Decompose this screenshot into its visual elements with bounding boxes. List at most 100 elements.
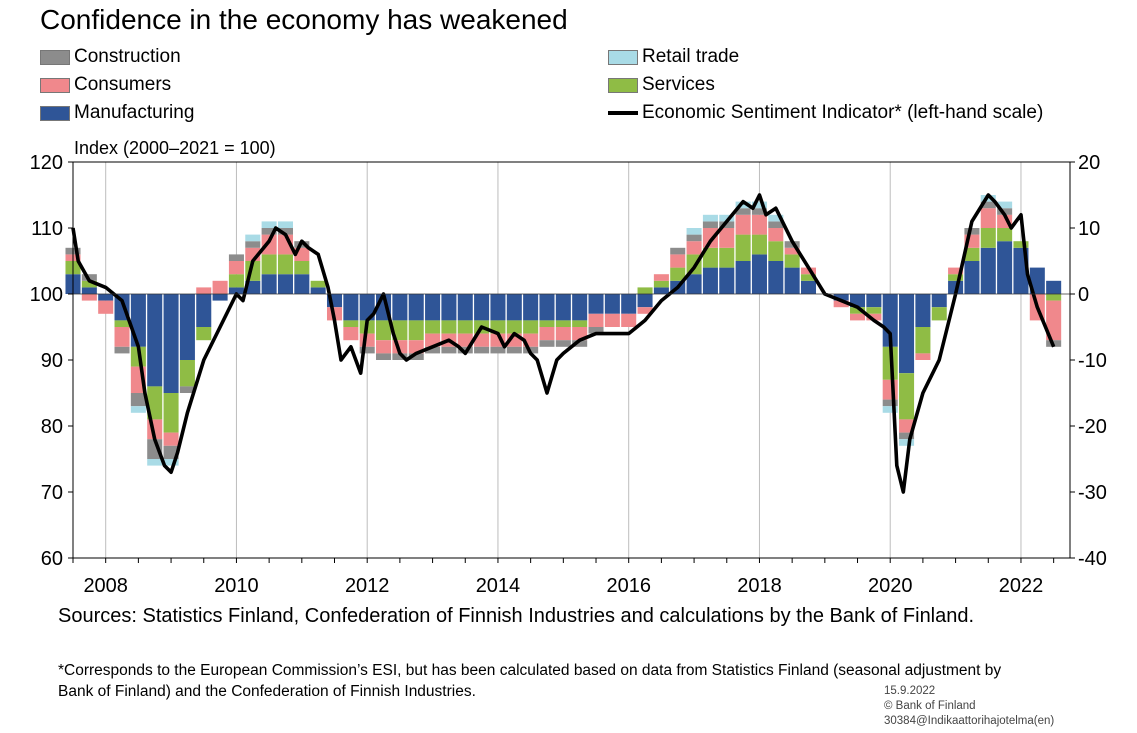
right-tick-label: -40 <box>1078 548 1107 570</box>
right-tick-label: -20 <box>1078 416 1107 438</box>
x-tick-label-2022: 2022 <box>999 575 1044 597</box>
bar-services <box>310 280 326 288</box>
bar-services <box>751 234 767 255</box>
bar-construction <box>539 340 555 347</box>
bar-services <box>1013 241 1029 248</box>
bar-manufacturing <box>130 294 146 347</box>
bar-consumers <box>343 327 359 341</box>
bar-services <box>457 320 473 334</box>
bar-manufacturing <box>343 294 359 321</box>
legend-line-esi <box>608 111 638 115</box>
bar-manufacturing <box>1046 280 1062 294</box>
bar-retail <box>686 228 702 235</box>
bar-services <box>539 320 555 327</box>
bar-consumers <box>882 379 898 400</box>
bar-manufacturing <box>392 294 408 321</box>
bar-construction <box>130 393 146 407</box>
bar-construction <box>408 353 424 360</box>
publication-stamp: 15.9.2022 © Bank of Finland 30384@Indika… <box>884 684 1054 729</box>
legend-item-services: Services <box>608 74 715 96</box>
bar-manufacturing <box>441 294 457 321</box>
bar-manufacturing <box>572 294 588 321</box>
bar-retail <box>882 406 898 413</box>
left-tick-label: 100 <box>30 284 63 306</box>
bar-manufacturing <box>277 274 293 294</box>
bar-construction <box>392 353 408 360</box>
bar-consumers <box>621 313 637 327</box>
bar-construction <box>114 346 130 354</box>
left-tick-label: 60 <box>41 548 63 570</box>
x-tick-label-2012: 2012 <box>345 575 390 597</box>
bar-construction <box>245 241 261 248</box>
bar-construction <box>719 221 735 228</box>
bar-construction <box>735 208 751 215</box>
bar-services <box>899 373 915 420</box>
sources-note: Sources: Statistics Finland, Confederati… <box>58 605 975 627</box>
bar-manufacturing <box>147 294 163 387</box>
bar-consumers <box>212 280 228 294</box>
stamp-copyright: © Bank of Finland <box>884 700 976 712</box>
legend-item-manufacturing: Manufacturing <box>40 102 194 124</box>
chart-canvas: 60 70 80 90 100 110 120 -40 -30 -20 -10 0 10 20 2008 20… <box>30 152 1107 597</box>
bar-services <box>572 320 588 327</box>
bar-manufacturing <box>719 267 735 294</box>
legend-label-construction: Construction <box>74 46 181 67</box>
bar-manufacturing <box>800 280 817 294</box>
bar-manufacturing <box>997 241 1013 294</box>
bar-construction <box>572 340 588 347</box>
bar-manufacturing <box>539 294 555 321</box>
bar-consumers <box>899 419 915 433</box>
bar-consumers <box>588 313 604 327</box>
bar-manufacturing <box>245 280 261 294</box>
bar-retail <box>899 439 915 446</box>
bar-services <box>637 287 653 294</box>
bar-consumers <box>114 327 130 347</box>
esi-line-layer <box>71 193 1056 494</box>
bar-services <box>1046 294 1062 301</box>
bar-construction <box>228 254 244 261</box>
bar-retail <box>735 201 751 209</box>
bar-manufacturing <box>310 287 326 294</box>
left-tick-label: 110 <box>31 218 63 240</box>
bar-services <box>850 307 866 314</box>
bar-construction <box>670 247 686 255</box>
legend-item-consumers: Consumers <box>40 74 171 96</box>
bar-manufacturing <box>621 294 637 314</box>
bar-manufacturing <box>637 294 653 308</box>
bar-retail <box>277 221 293 228</box>
bar-construction <box>588 327 604 334</box>
bar-consumers <box>228 261 244 275</box>
bar-construction <box>686 234 702 242</box>
axes: 60 70 80 90 100 110 120 -40 -30 -20 -10 0 10 20 2008 20… <box>30 152 1107 597</box>
bar-consumers <box>474 333 490 347</box>
bar-consumers <box>653 274 669 281</box>
bar-services <box>768 241 784 261</box>
bar-consumers <box>196 287 212 294</box>
chart-title: Confidence in the economy has weakened <box>40 4 568 35</box>
bar-consumers <box>457 333 473 347</box>
unit-label: Index (2000–2021 = 100) <box>74 138 276 158</box>
bar-construction <box>490 346 506 354</box>
stamp-code: 30384@Indikaattorihajotelma(en) <box>884 715 1055 727</box>
legend-swatch-construction <box>40 49 70 65</box>
esi-line <box>71 193 1056 494</box>
right-tick-label: -30 <box>1078 482 1107 504</box>
left-tick-label: 90 <box>41 350 63 372</box>
bar-services <box>800 274 817 281</box>
bar-retail <box>719 214 735 222</box>
legend-label-retail: Retail trade <box>642 46 740 67</box>
bar-consumers <box>980 208 996 228</box>
bar-construction <box>474 346 490 354</box>
bar-manufacturing <box>179 294 195 360</box>
bar-construction <box>751 208 767 215</box>
bar-services <box>915 327 931 354</box>
bar-manufacturing <box>81 287 97 294</box>
stamp-date: 15.9.2022 <box>884 685 936 697</box>
right-tick-label: 10 <box>1078 218 1100 240</box>
bar-consumers <box>555 327 571 341</box>
bar-manufacturing <box>604 294 620 314</box>
right-tick-label: -10 <box>1078 350 1107 372</box>
bar-services <box>408 320 424 341</box>
bar-manufacturing <box>784 267 800 294</box>
bar-consumers <box>915 353 931 360</box>
